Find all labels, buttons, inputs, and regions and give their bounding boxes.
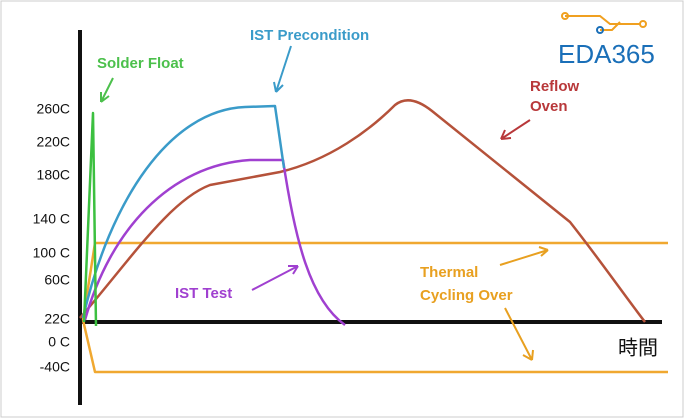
y-tick-label: 22C [44,311,70,327]
annotation: Reflow [530,78,580,95]
annotation: Thermal [420,264,478,281]
logo-dot [639,20,647,28]
logo-dot [596,26,604,34]
logo-dot [561,12,569,20]
annotation: IST Test [175,285,232,302]
y-tick-label: 60C [44,272,70,288]
annotation: Cycling Over [420,287,513,304]
y-tick-label: 220C [37,134,70,150]
y-tick-label: 180C [37,167,70,183]
annotation: Solder Float [97,55,184,72]
arrow [273,45,292,93]
y-tick-label: 0 C [48,334,70,350]
annotation: IST Precondition [250,27,369,44]
y-tick-label: 140 C [33,211,70,227]
logo-text: EDA365 [558,39,655,69]
arrow [499,246,549,266]
arrow [504,307,534,361]
arrow [100,77,114,103]
y-tick-label: -40C [40,359,70,375]
arrow [500,119,531,140]
y-tick-label: 260C [37,101,70,117]
logo: EDA365 [558,12,655,69]
x-axis-label: 時間 [618,336,658,359]
reflow-curve [79,98,646,323]
arrow [251,265,299,291]
y-tick-label: 100 C [33,245,70,261]
ist-test-curve [83,158,346,327]
ist-precondition-curve [81,104,286,319]
annotation: Oven [530,98,568,115]
solder-float-curve [82,111,98,327]
